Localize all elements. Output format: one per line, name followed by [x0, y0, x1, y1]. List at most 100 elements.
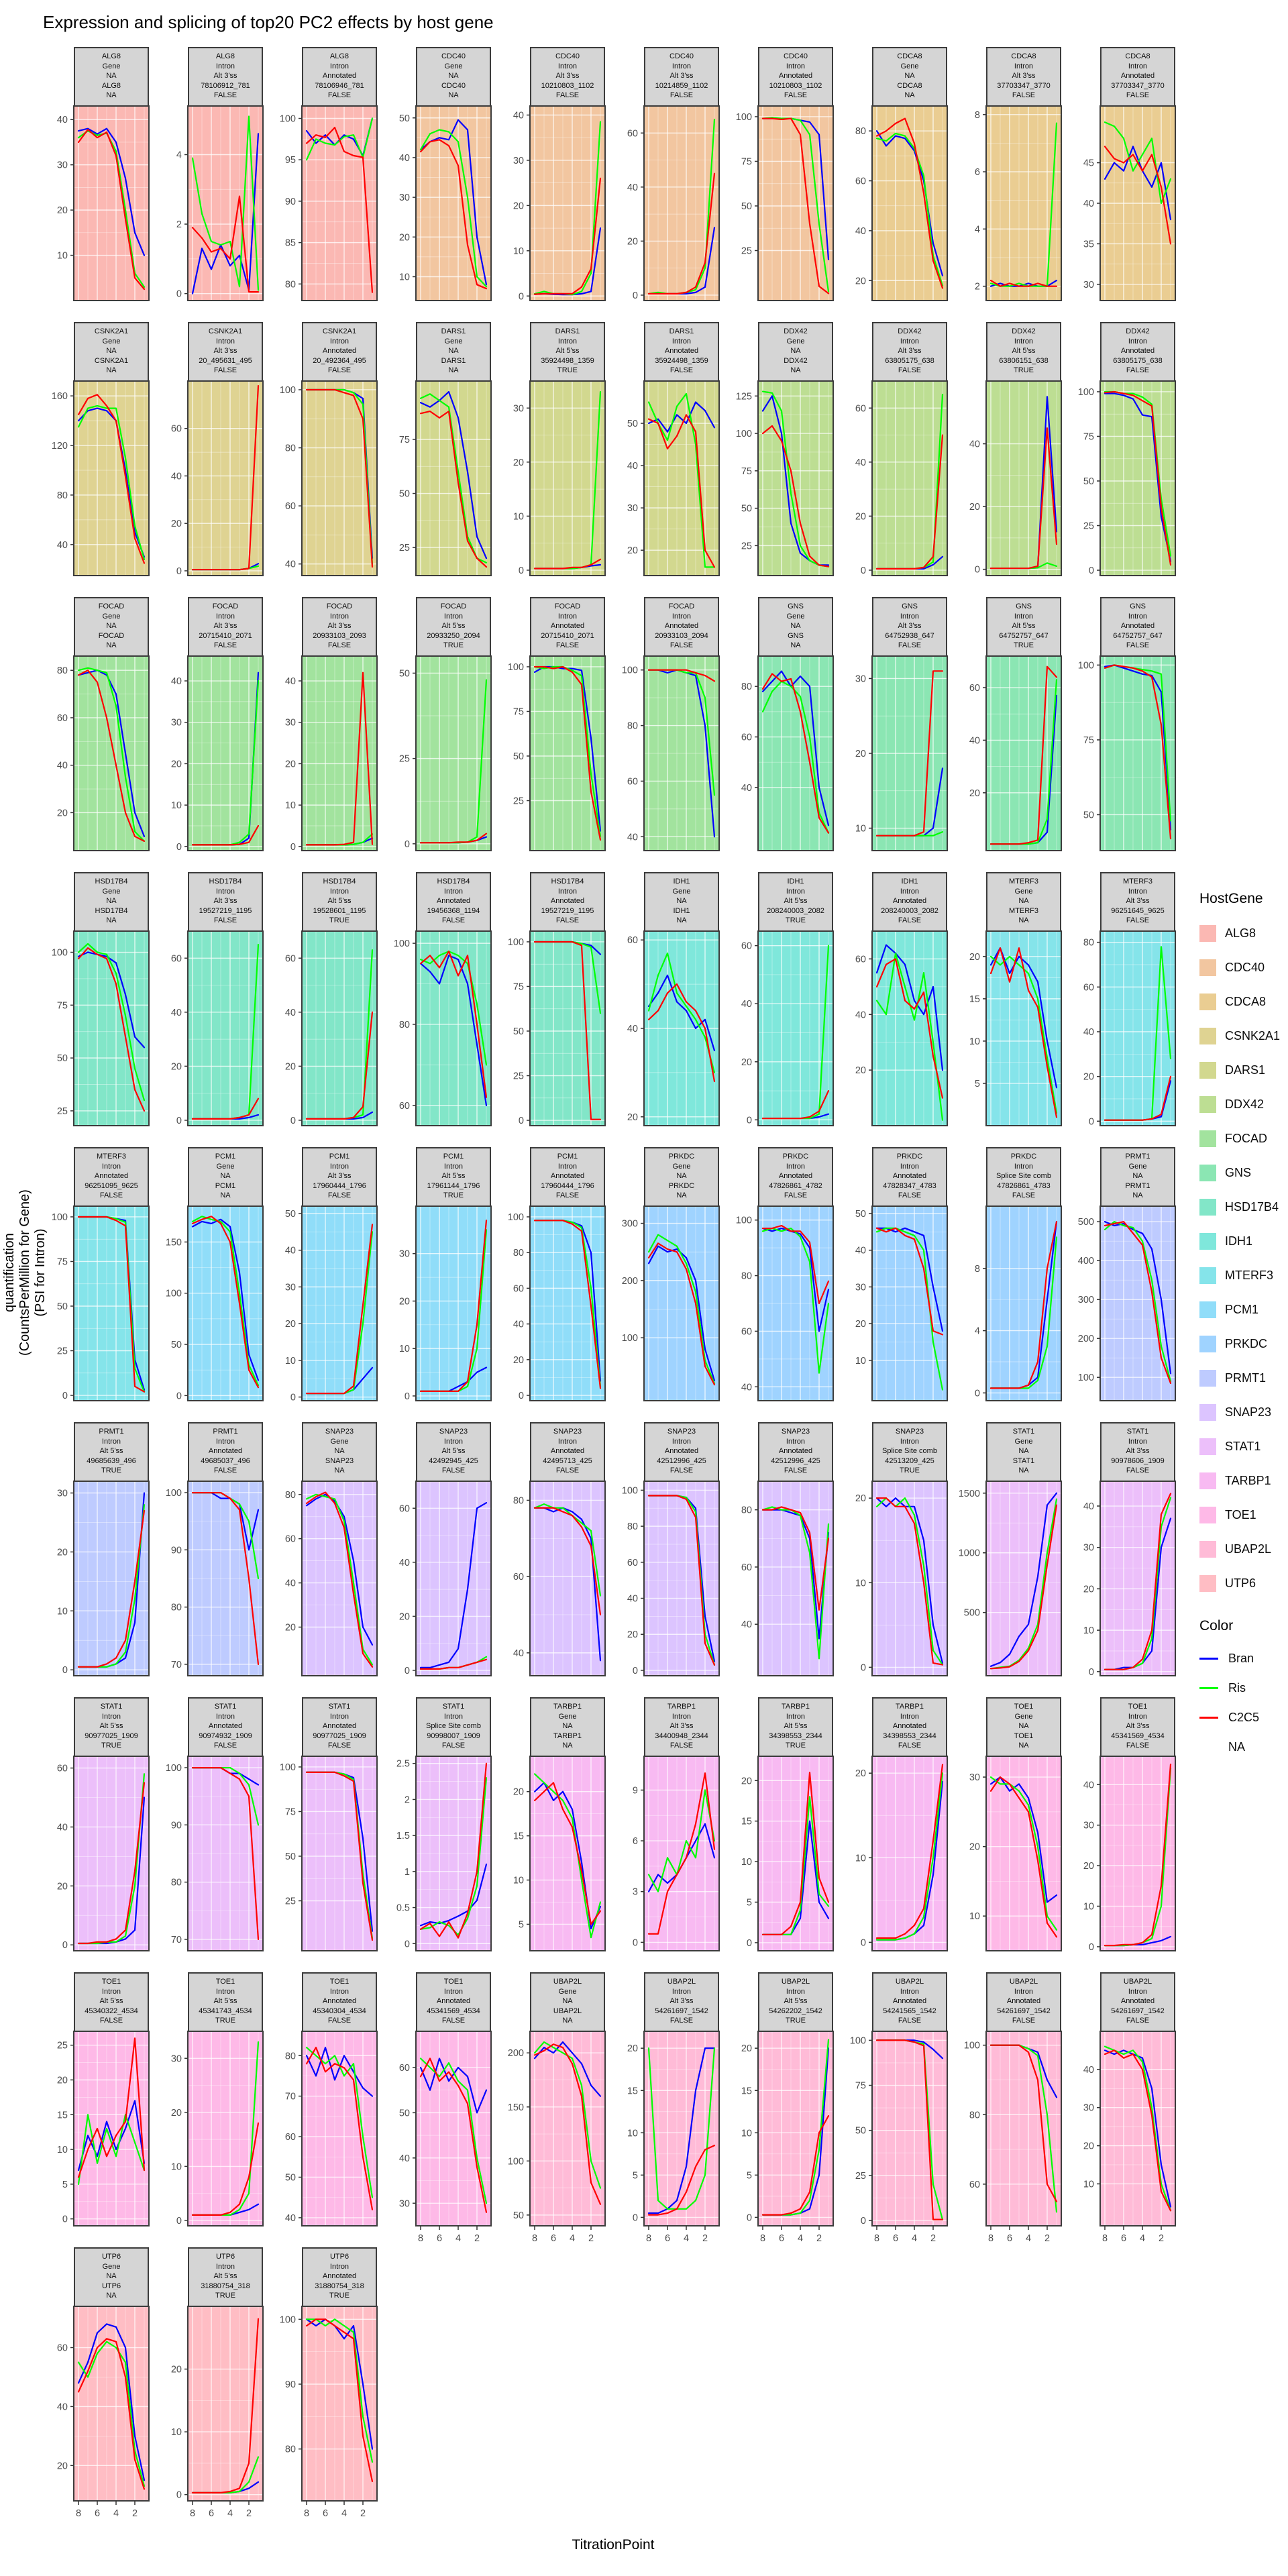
- facet-strip-line: TOE1: [443, 1978, 464, 1986]
- legend-label: GNS: [1225, 1166, 1252, 1179]
- facet-strip-line: CDC40: [441, 81, 466, 90]
- y-tick-label: 0: [290, 842, 296, 853]
- series-line-ris: [77, 2114, 146, 2185]
- facet-strip-line: CDCA8: [897, 81, 922, 90]
- facet-strip-line: 54262202_1542: [769, 2006, 822, 2015]
- facet-strip: HSD17B4 Gene NA HSD17B4 NA: [74, 872, 149, 932]
- y-tick-label: 40: [285, 2213, 296, 2224]
- legend-label: STAT1: [1225, 1440, 1261, 1453]
- facet-strip-line: 19527219_1195: [541, 906, 594, 915]
- facet-strip: FOCAD Intron Annotated 20933103_2094 FALSE: [644, 597, 719, 657]
- facet-strip-line: STAT1: [1126, 1428, 1149, 1436]
- x-tick-label: 2: [816, 2233, 822, 2244]
- facet-panel-tarbp1: TARBP1 Gene NA TARBP1 NA 5 10 15 20: [499, 1697, 613, 1972]
- y-tick-label: 30: [399, 193, 410, 203]
- series-line-c2c5: [989, 427, 1058, 570]
- y-tick-label: 40: [513, 1648, 524, 1659]
- series-line-bran: [989, 1776, 1058, 1903]
- facet-strip-line: 17960444_1796: [313, 1181, 366, 1190]
- x-tick-label: 6: [551, 2233, 556, 2244]
- y-tick-label: 25: [741, 246, 752, 257]
- facet-plot: 0 10 20 8 6 4 2: [171, 2306, 264, 2519]
- legend-hostgene-item: CDC40: [1199, 951, 1288, 985]
- series-line-ris: [533, 665, 602, 837]
- y-tick-label: 50: [741, 504, 752, 515]
- facet-strip: CDC40 Intron Alt 3'ss 10210803_1102 FALSE: [530, 47, 605, 107]
- y-tick-label: 4: [975, 224, 980, 235]
- y-tick-label: 80: [285, 2445, 296, 2455]
- facet-strip-line: DDX42: [784, 356, 808, 365]
- facet-strip-line: NA: [790, 366, 801, 374]
- y-tick-label: 0: [519, 1116, 524, 1126]
- facet-panel-gns: GNS Gene NA GNS NA 40 60 80: [727, 597, 841, 872]
- y-tick-label: 20: [627, 2043, 638, 2054]
- facet-plot: 0 2 4: [176, 105, 264, 301]
- series-line-c2c5: [419, 2057, 488, 2213]
- facet-strip-line: IDH1: [787, 877, 804, 885]
- facet-panel-cdc40: CDC40 Intron Alt 3'ss 10214859_1102 FALSE 0 20…: [613, 47, 727, 322]
- y-tick-label: 20: [1083, 2141, 1094, 2152]
- facet-strip-line: 20715410_2071: [541, 631, 594, 640]
- facet-panel-pcm1: PCM1 Intron Annotated 17960444_1796 FALSE 0 20…: [499, 1147, 613, 1422]
- facet-strip-line: HSD17B4: [323, 877, 356, 885]
- y-tick-label: 20: [171, 2365, 182, 2375]
- facet-strip-line: 208240003_2082: [881, 906, 938, 915]
- y-tick-label: 75: [399, 435, 410, 445]
- y-tick-label: 50: [1083, 810, 1094, 820]
- y-tick-label: 0: [405, 1391, 410, 1402]
- y-tick-label: 100: [280, 114, 296, 125]
- facet-strip-line: Gene: [102, 612, 121, 621]
- x-tick-label: 6: [437, 2233, 442, 2244]
- facet-strip-line: PRKDC: [782, 1152, 809, 1161]
- y-tick-label: 80: [57, 490, 68, 501]
- series-line-c2c5: [419, 139, 488, 290]
- y-tick-label: 80: [285, 2051, 296, 2061]
- facet-strip-line: CDCA8: [897, 52, 922, 60]
- series-line-c2c5: [1104, 2049, 1172, 2212]
- facet-strip-line: FALSE: [213, 641, 237, 649]
- facet-strip-line: FALSE: [99, 2017, 123, 2025]
- facet-plot: 20 40 60: [855, 930, 948, 1126]
- facet-strip-line: SNAP23: [895, 1428, 924, 1436]
- facet-strip: PCM1 Intron Alt 3'ss 17960444_1796 FALSE: [302, 1147, 377, 1208]
- facet-strip-line: NA: [448, 366, 459, 374]
- facet-strip-line: CDC40: [441, 52, 466, 60]
- y-tick-label: 20: [855, 749, 866, 759]
- y-tick-label: 20: [627, 236, 638, 247]
- facet-strip-line: FALSE: [1126, 366, 1150, 374]
- facet-strip: TARBP1 Intron Annotated 34398553_2344 FALSE: [872, 1697, 947, 1758]
- legend-hostgene-item: IDH1: [1199, 1224, 1288, 1258]
- x-tick-label: 8: [418, 2233, 423, 2244]
- facet-strip-line: FOCAD: [212, 602, 239, 610]
- facet-plot: 20 40 60 80: [855, 105, 948, 301]
- y-tick-label: 10: [969, 1036, 980, 1047]
- facet-strip-line: 20933250_2094: [427, 631, 480, 640]
- y-tick-label: 80: [285, 443, 296, 454]
- facet-strip-line: ALG8: [101, 81, 121, 90]
- y-tick-label: 20: [969, 788, 980, 799]
- y-tick-label: 60: [627, 776, 638, 787]
- x-tick-label: 6: [1007, 2233, 1012, 2244]
- y-tick-label: 9: [633, 1785, 638, 1796]
- legend-swatch: [1199, 925, 1216, 942]
- facet-strip-line: Intron: [900, 887, 920, 896]
- y-tick-label: 25: [855, 2171, 866, 2182]
- y-tick-label: 80: [855, 126, 866, 137]
- y-tick-label: 75: [513, 981, 524, 992]
- facet-strip-line: Annotated: [664, 347, 699, 355]
- facet-strip-line: NA: [904, 91, 915, 99]
- y-tick-label: 20: [855, 1768, 866, 1779]
- facet-strip-line: Alt 3'ss: [898, 622, 922, 630]
- facet-strip-line: UBAP2L: [553, 1978, 582, 1986]
- series-line-c2c5: [1104, 1221, 1172, 1384]
- legend-color-items: Bran Ris C2C5 NA: [1199, 1644, 1288, 1762]
- facet-strip-line: DDX42: [898, 327, 922, 335]
- facet-strip-line: 37703347_3770: [1111, 81, 1165, 90]
- y-tick-label: 10: [855, 1578, 866, 1589]
- facet-strip-line: TRUE: [786, 1741, 806, 1750]
- x-tick-label: 2: [246, 2508, 252, 2519]
- series-line-c2c5: [761, 425, 830, 568]
- facet-strip-line: NA: [106, 641, 117, 649]
- facet-panel-hsd17b4: HSD17B4 Gene NA HSD17B4 NA 25 50 75 100: [43, 872, 157, 1147]
- y-tick-label: 60: [741, 1562, 752, 1573]
